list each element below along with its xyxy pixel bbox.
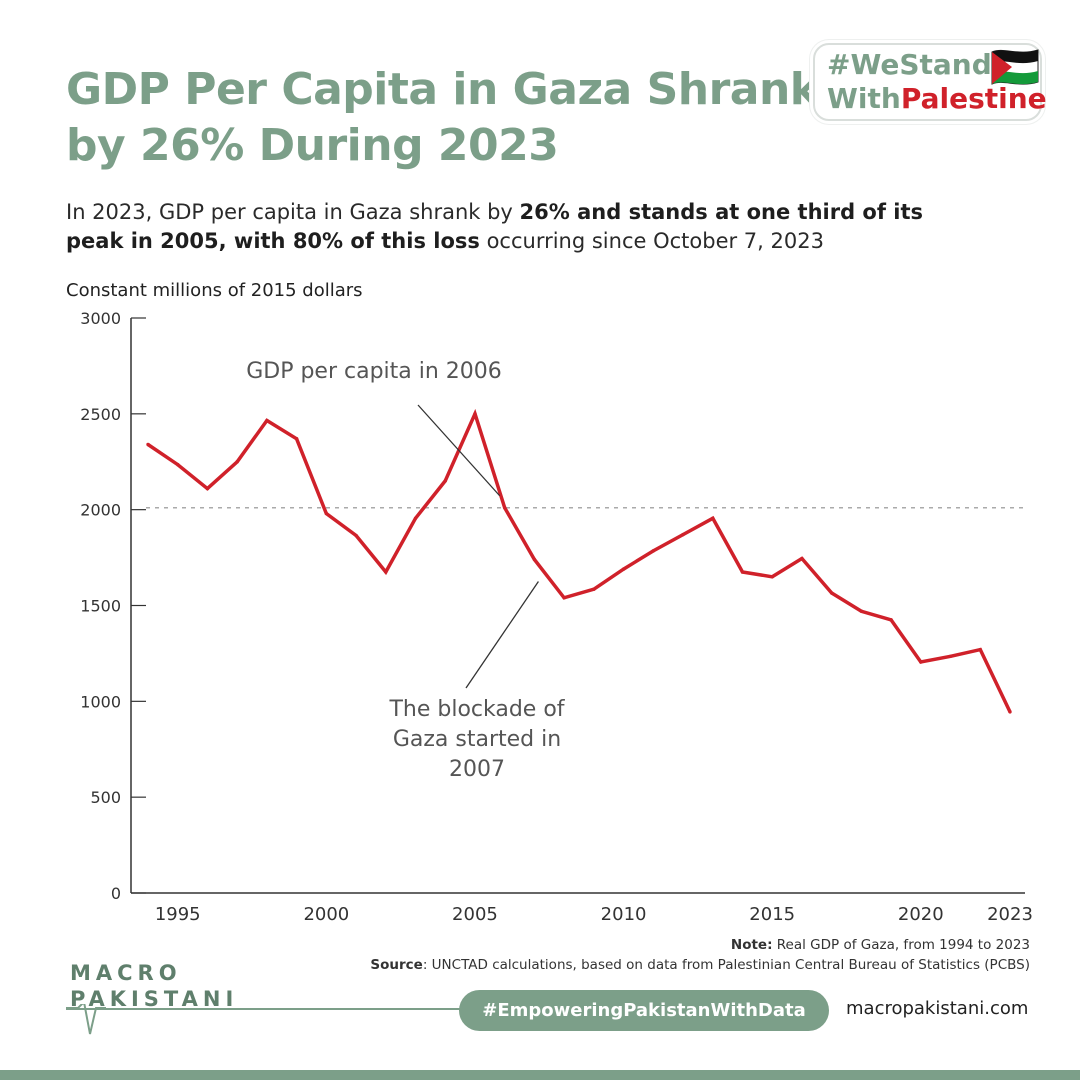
series-line-0 (147, 408, 1012, 713)
annotation-gdp-2006: GDP per capita in 2006 (246, 359, 502, 384)
annotation-group: GDP per capita in 2006 The blockade of Gaz… (246, 359, 566, 782)
annotation-blockade-line: Gaza started in (393, 727, 561, 752)
logo-line-2: PAKISTANI (70, 987, 239, 1011)
we-stand-with-palestine-badge: #WeStand WithPalestine (813, 43, 1047, 121)
data-point-2000 (324, 511, 329, 516)
chart-axes (130, 318, 1025, 894)
macro-pakistani-logo: MACRO PAKISTANI (66, 958, 233, 1038)
website-link[interactable]: macropakistani.com (846, 998, 1029, 1019)
annotation-arrow-blockade (465, 581, 539, 689)
badge-palestine: Palestine (900, 82, 1047, 115)
data-point-2007 (532, 557, 537, 562)
data-point-2009 (592, 587, 596, 591)
source-line: Source: UNCTAD calculations, based on da… (370, 955, 1030, 975)
data-point-2019 (889, 618, 893, 622)
x-tick-label: 2005 (452, 904, 498, 925)
note-text: Real GDP of Gaza, from 1994 to 2023 (772, 937, 1030, 953)
badge-line-1: #WeStand (827, 48, 992, 81)
y-tick-label: 1500 (80, 597, 121, 616)
footer-bar (0, 1070, 1080, 1080)
data-point-2005 (473, 412, 477, 416)
data-point-1997 (235, 460, 239, 464)
data-point-2020 (919, 660, 923, 664)
source-text: : UNCTAD calculations, based on data fro… (422, 957, 1030, 973)
annotation-blockade-line: The blockade of (388, 697, 565, 722)
x-tick-label: 2020 (898, 904, 944, 925)
data-point-2022 (978, 647, 982, 652)
data-point-2002 (384, 570, 388, 574)
data-point-1995 (176, 462, 180, 467)
x-tick-label: 2010 (601, 904, 647, 925)
data-point-2001 (354, 533, 358, 538)
subtitle-text-1: In 2023, GDP per capita in Gaza shrank b… (66, 200, 520, 224)
y-tick-label: 500 (90, 788, 121, 807)
badge-line-2: WithPalestine (827, 83, 1047, 115)
data-point-2016 (800, 556, 804, 561)
data-point-2011 (651, 549, 656, 553)
gdp-line-chart: 0 500 1000 1500 2000 2500 3000 1995 2000 2005 2010… (80, 309, 1033, 925)
y-tick-label: 2500 (80, 405, 121, 424)
y-tick-label: 1000 (80, 692, 121, 711)
x-tick-label: 1995 (155, 904, 201, 925)
page-title: GDP Per Capita in Gaza Shrank by 26% Dur… (66, 64, 819, 171)
data-point-2018 (859, 609, 864, 613)
y-tick-label: 3000 (80, 309, 121, 328)
footer-divider-line (66, 1008, 466, 1010)
x-tick-label: 2015 (749, 904, 795, 925)
x-tick-label: 2000 (303, 904, 349, 925)
data-point-1994 (146, 442, 150, 447)
note-label: Note: (730, 937, 773, 953)
data-point-2006 (502, 506, 507, 510)
subtitle-bold-text: 26% and stands at one third of its peak … (66, 200, 924, 253)
hashtag-pill: #EmpoweringPakistanWithData (459, 990, 829, 1031)
logo-line-1: MACRO (70, 961, 182, 985)
data-point-2021 (948, 654, 953, 658)
data-point-2003 (413, 516, 418, 520)
data-point-2015 (770, 575, 774, 579)
annotation-blockade-line: 2007 (449, 757, 505, 782)
data-point-2012 (681, 532, 685, 537)
y-tick-label: 0 (111, 884, 121, 903)
data-point-2013 (711, 516, 715, 520)
data-point-1999 (294, 437, 299, 441)
x-tick-label: 2023 (987, 904, 1033, 925)
y-axis-label: Constant millions of 2015 dollars (66, 280, 363, 301)
data-point-2010 (621, 567, 626, 571)
data-point-2023 (1008, 710, 1012, 714)
data-point-2008 (562, 596, 566, 600)
data-point-2014 (740, 570, 745, 574)
data-point-1996 (205, 486, 210, 491)
y-tick-label: 2000 (80, 501, 121, 520)
chart-subtitle: In 2023, GDP per capita in Gaza shrank b… (66, 198, 946, 256)
data-point-2004 (443, 479, 447, 483)
badge-with: With (827, 82, 901, 115)
annotation-arrow-2006 (417, 404, 501, 497)
annotation-blockade: The blockade of Gaza started in 2007 (388, 697, 565, 782)
source-label: Source (370, 957, 423, 973)
chart-notes: Note: Real GDP of Gaza, from 1994 to 202… (370, 935, 1030, 975)
subtitle-text-2: occurring since October 7, 2023 (479, 229, 824, 253)
series-group (146, 408, 1012, 714)
chart-ticks: 0 500 1000 1500 2000 2500 3000 1995 2000 2005 2010… (80, 309, 1033, 925)
note-line: Note: Real GDP of Gaza, from 1994 to 202… (370, 935, 1030, 955)
palestine-flag-icon (991, 49, 1039, 85)
data-point-1998 (265, 418, 269, 423)
data-point-2017 (829, 591, 834, 595)
